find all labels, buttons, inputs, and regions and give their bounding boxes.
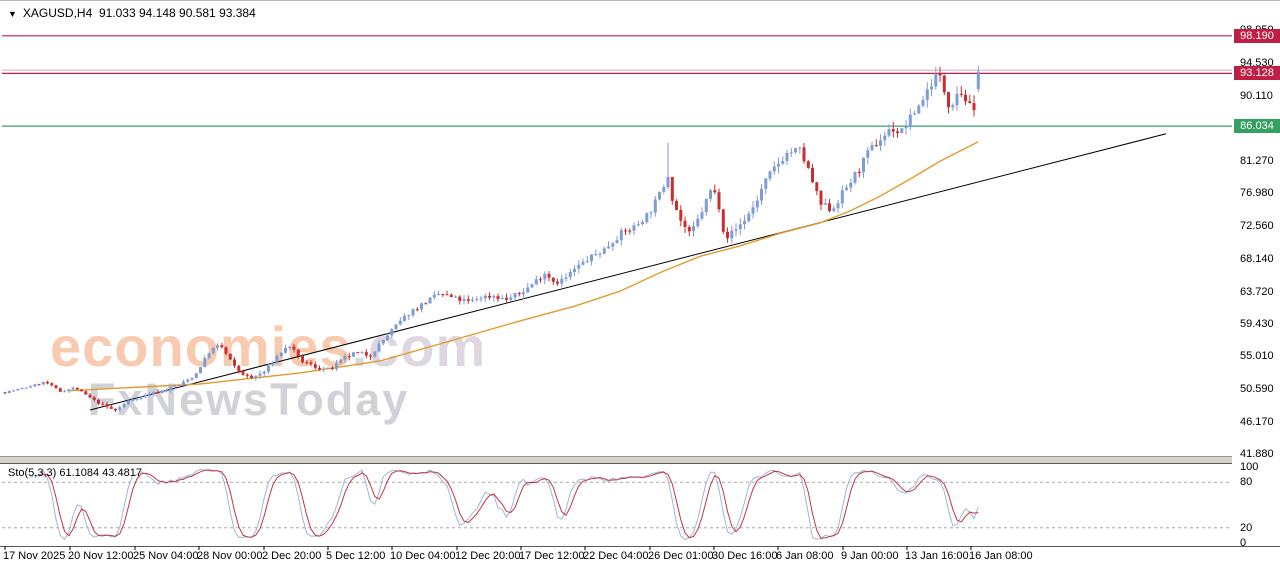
price-tick-label: 41.880 [1240, 448, 1274, 460]
time-tick-label: 25 Nov 04:00 [133, 550, 199, 562]
price-tick-label: 46.170 [1240, 416, 1274, 429]
time-tick-label: 30 Dec 16:00 [712, 550, 778, 562]
price-tick-label: 90.110 [1240, 89, 1273, 102]
down-candle-wicks [4, 66, 975, 412]
time-tick-label: 17 Nov 2025 [3, 550, 66, 562]
indicator-tick-label: 0 [1240, 537, 1247, 549]
indicator-tick-label: 20 [1240, 521, 1253, 534]
price-tick-label: 72.560 [1240, 220, 1274, 233]
up-candle-wicks [8, 65, 979, 413]
down-candle-bodies [3, 73, 976, 411]
ohlc-values: 91.033 94.148 90.581 93.384 [98, 6, 256, 20]
price-tick-label: 81.270 [1240, 155, 1274, 168]
time-tick-label: 13 Jan 16:00 [905, 550, 969, 562]
time-tick-label: 10 Dec 04:00 [390, 550, 456, 562]
price-tick-label: 76.980 [1240, 187, 1274, 200]
price-tick-label: 50.590 [1240, 383, 1274, 396]
indicator-tick-label: 100 [1240, 461, 1259, 473]
price-tick-label: 59.430 [1240, 317, 1274, 330]
price-tick-label: 63.720 [1240, 285, 1274, 298]
time-tick-label: 26 Dec 01:00 [648, 550, 714, 562]
time-tick-label: 2 Dec 20:00 [262, 550, 322, 562]
chart-header: ▼ XAGUSD,H4 91.033 94.148 90.581 93.384 [8, 6, 256, 20]
time-tick-label: 12 Dec 20:00 [455, 550, 521, 562]
time-tick-label: 9 Jan 00:00 [841, 550, 899, 562]
time-tick-label: 17 Dec 12:00 [519, 550, 585, 562]
indicator-tick-label: 80 [1240, 476, 1253, 489]
time-tick-label: 5 Dec 12:00 [326, 550, 386, 562]
price-badge-86.034: 86.034 [1234, 119, 1280, 134]
price-tick-label: 94.530 [1240, 57, 1274, 69]
price-badge-93.128: 93.128 [1234, 66, 1280, 81]
price-axis-background [1232, 1, 1280, 546]
stochastic-label: Sto(5,3,3) 61.1084 43.4817 [8, 467, 142, 479]
price-badge-98.190: 98.190 [1234, 28, 1280, 43]
stochastic-signal-line [38, 469, 979, 540]
symbol-label: XAGUSD,H4 [22, 6, 93, 20]
symbol-dropdown-icon[interactable]: ▼ [8, 9, 17, 19]
up-candle-bodies [7, 71, 980, 411]
stochastic-main-line [30, 468, 979, 541]
moving-average-line[interactable] [69, 141, 979, 392]
time-tick-label: 20 Nov 12:00 [68, 550, 134, 562]
time-tick-label: 16 Jan 08:00 [969, 550, 1033, 562]
time-tick-label: 22 Dec 04:00 [583, 550, 649, 562]
price-tick-label: 68.140 [1240, 252, 1274, 265]
time-tick-label: 6 Jan 08:00 [776, 550, 834, 562]
trendline[interactable] [89, 133, 1167, 411]
price-tick-label: 55.010 [1240, 350, 1274, 363]
time-tick-label: 28 Nov 00:00 [197, 550, 263, 562]
panel-separator[interactable] [0, 456, 1232, 464]
